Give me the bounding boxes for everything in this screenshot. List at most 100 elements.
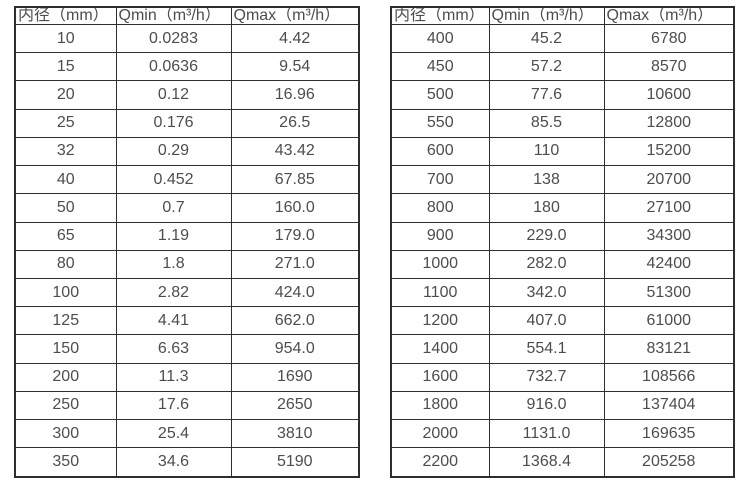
table-cell: 424.0 <box>230 277 360 308</box>
table-cell: 43.42 <box>230 136 360 167</box>
table-cell: 16.96 <box>230 80 360 110</box>
table-cell: 77.6 <box>488 80 605 110</box>
table-cell: 83121 <box>603 334 735 364</box>
table-row: 100 2.82 424.0 <box>14 277 360 308</box>
table-cell: 2000 <box>390 419 490 449</box>
table-cell: 65 <box>14 221 117 251</box>
table-cell: 0.176 <box>115 108 232 138</box>
table-cell: 0.0636 <box>115 52 232 82</box>
table-row: 1600 732.7 108566 <box>390 362 735 392</box>
table-cell: 300 <box>14 419 117 449</box>
table-cell: 550 <box>390 108 490 138</box>
table-cell: 0.0283 <box>115 23 232 54</box>
table-cell: 0.452 <box>115 165 232 195</box>
table-cell: 4.42 <box>230 23 360 54</box>
col-header-qmax: Qmax（m³/h） <box>230 6 360 25</box>
table-cell: 271.0 <box>230 249 360 279</box>
table-row: 25 0.176 26.5 <box>14 108 360 138</box>
table-cell: 10 <box>14 23 117 54</box>
table-row: 2200 1368.4 205258 <box>390 447 735 478</box>
table-cell: 179.0 <box>230 221 360 251</box>
table-cell: 85.5 <box>488 108 605 138</box>
table-cell: 20700 <box>603 165 735 195</box>
table-row: 250 17.6 2650 <box>14 390 360 421</box>
table-row: 350 34.6 5190 <box>14 447 360 478</box>
table-cell: 350 <box>14 447 117 478</box>
table-cell: 450 <box>390 52 490 82</box>
table-cell: 9.54 <box>230 52 360 82</box>
table-cell: 20 <box>14 80 117 110</box>
table-cell: 11.3 <box>115 362 232 392</box>
table-row: 1200 407.0 61000 <box>390 306 735 336</box>
table-row: 40 0.452 67.85 <box>14 165 360 195</box>
table-cell: 12800 <box>603 108 735 138</box>
table-row: 500 77.6 10600 <box>390 80 735 110</box>
table-cell: 554.1 <box>488 334 605 364</box>
table-row: 20 0.12 16.96 <box>14 80 360 110</box>
table-row: 200 11.3 1690 <box>14 362 360 392</box>
table-cell: 954.0 <box>230 334 360 364</box>
table-cell: 40 <box>14 165 117 195</box>
header-row: 内径（mm） Qmin（m³/h） Qmax（m³/h） <box>14 6 360 25</box>
table-cell: 229.0 <box>488 221 605 251</box>
table-row: 900 229.0 34300 <box>390 221 735 251</box>
table-row: 600 110 15200 <box>390 136 735 167</box>
table-cell: 900 <box>390 221 490 251</box>
table-cell: 1100 <box>390 277 490 308</box>
table-cell: 42400 <box>603 249 735 279</box>
table-cell: 6.63 <box>115 334 232 364</box>
table-cell: 17.6 <box>115 390 232 421</box>
table-cell: 27100 <box>603 193 735 223</box>
table-cell: 26.5 <box>230 108 360 138</box>
table-cell: 50 <box>14 193 117 223</box>
table-cell: 700 <box>390 165 490 195</box>
table-row: 125 4.41 662.0 <box>14 306 360 336</box>
col-header-qmin: Qmin（m³/h） <box>488 6 605 25</box>
table-cell: 916.0 <box>488 390 605 421</box>
table-cell: 4.41 <box>115 306 232 336</box>
table-cell: 1690 <box>230 362 360 392</box>
table-cell: 1.8 <box>115 249 232 279</box>
table-cell: 80 <box>14 249 117 279</box>
table-cell: 61000 <box>603 306 735 336</box>
table-cell: 342.0 <box>488 277 605 308</box>
table-cell: 1.19 <box>115 221 232 251</box>
table-cell: 5190 <box>230 447 360 478</box>
table-cell: 137404 <box>603 390 735 421</box>
table-cell: 1000 <box>390 249 490 279</box>
table-cell: 169635 <box>603 419 735 449</box>
table-row: 65 1.19 179.0 <box>14 221 360 251</box>
table-cell: 0.7 <box>115 193 232 223</box>
flow-range-table-small-diameters: 内径（mm） Qmin（m³/h） Qmax（m³/h） 10 0.0283 4.4… <box>14 6 360 478</box>
table-cell: 8570 <box>603 52 735 82</box>
table-cell: 138 <box>488 165 605 195</box>
table-row: 700 138 20700 <box>390 165 735 195</box>
table-row: 1800 916.0 137404 <box>390 390 735 421</box>
table-cell: 34300 <box>603 221 735 251</box>
table-row: 32 0.29 43.42 <box>14 136 360 167</box>
table-cell: 1131.0 <box>488 419 605 449</box>
table-body: 400 45.2 6780 450 57.2 8570 500 77.6 10600 550 85.… <box>390 23 735 478</box>
col-header-qmin: Qmin（m³/h） <box>115 6 232 25</box>
table-cell: 67.85 <box>230 165 360 195</box>
table-row: 1100 342.0 51300 <box>390 277 735 308</box>
table-cell: 205258 <box>603 447 735 478</box>
table-cell: 57.2 <box>488 52 605 82</box>
table-row: 2000 1131.0 169635 <box>390 419 735 449</box>
table-cell: 150 <box>14 334 117 364</box>
table-row: 1400 554.1 83121 <box>390 334 735 364</box>
table-cell: 100 <box>14 277 117 308</box>
table-cell: 10600 <box>603 80 735 110</box>
table-row: 300 25.4 3810 <box>14 419 360 449</box>
table-cell: 32 <box>14 136 117 167</box>
table-row: 550 85.5 12800 <box>390 108 735 138</box>
table-cell: 500 <box>390 80 490 110</box>
table-cell: 282.0 <box>488 249 605 279</box>
table-cell: 800 <box>390 193 490 223</box>
table-row: 150 6.63 954.0 <box>14 334 360 364</box>
table-cell: 125 <box>14 306 117 336</box>
table-cell: 1800 <box>390 390 490 421</box>
table-cell: 180 <box>488 193 605 223</box>
table-cell: 1600 <box>390 362 490 392</box>
